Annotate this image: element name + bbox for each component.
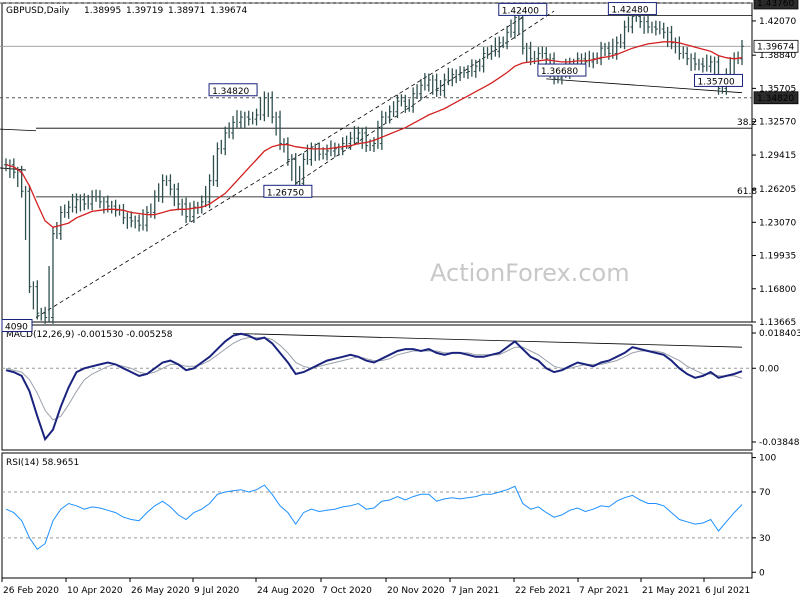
- annotation-box: [1, 318, 33, 332]
- fib-label: 61.8: [737, 187, 757, 197]
- rsi-layer: 100 70 30 0: [2, 454, 776, 578]
- x-tick-label: 26 Feb 2020: [3, 586, 59, 596]
- x-tick-label: 21 May 2021: [642, 586, 701, 596]
- support-line: [546, 78, 743, 94]
- price-annotations: 4090 1.34820 1.26750 1.42400 1.36680 1.42480 1…: [1, 2, 744, 332]
- macd-y-tick-label: -0.038483: [759, 438, 800, 448]
- x-tick-label: 7 Apr 2021: [579, 586, 629, 596]
- x-tick-label: 22 Feb 2021: [515, 586, 571, 596]
- annotation-label: 1.34820: [212, 87, 249, 97]
- trendline-dashed: [35, 17, 523, 318]
- rsi-header: RSI(14) 58.9651: [6, 458, 79, 468]
- y-tick-label: 1.19935: [759, 252, 796, 262]
- y-tick-label: 1.13665: [759, 318, 796, 328]
- rsi-line: [5, 484, 743, 551]
- macd-header: MACD(12,26,9) -0.001530 -0.005258: [6, 330, 173, 340]
- y-tick-label: 1.42070: [759, 17, 796, 27]
- y-tick-label: 1.26205: [759, 185, 796, 195]
- macd-layer: 0.018403 0.00 -0.038483: [2, 329, 800, 448]
- price-axis: 1.13665 1.16800 1.19935 1.23070 1.26205 1.294…: [752, 0, 799, 328]
- annotation-label: 1.42480: [611, 6, 648, 16]
- price-tag-label: 1.43760: [757, 0, 794, 9]
- price-tag-box: [753, 91, 799, 105]
- y-tick-label: 1.35705: [759, 84, 796, 94]
- rsi-y-tick-label: 30: [759, 534, 771, 544]
- macd-y-tick-label: 0.00: [759, 364, 779, 374]
- annotation-label: 1.36680: [541, 67, 578, 77]
- y-tick-label: 1.32570: [759, 118, 796, 128]
- annotation-label: 1.42400: [502, 6, 539, 16]
- x-tick-label: 10 Apr 2020: [67, 586, 123, 596]
- x-tick-label: 7 Oct 2020: [322, 586, 372, 596]
- symbol-header: GBPUSD,Daily: [6, 6, 70, 16]
- y-tick-label: 1.16800: [759, 285, 796, 295]
- annotation-box: [694, 73, 744, 87]
- annotation-box: [263, 184, 313, 198]
- price-tag-label: 1.39674: [757, 42, 794, 52]
- macd-line: [5, 332, 743, 442]
- x-tick-label: 26 May 2020: [131, 586, 190, 596]
- watermark: ActionForex.com: [430, 259, 630, 287]
- x-tick-label: 9 Jul 2020: [194, 586, 239, 596]
- y-tick-label: 1.38840: [759, 51, 796, 61]
- x-tick-label: 6 Jul 2021: [705, 586, 750, 596]
- ohlc-low: 1.38971: [168, 6, 205, 16]
- x-tick-label: 20 Nov 2020: [387, 586, 445, 596]
- annotation-label: 1.26750: [267, 188, 304, 198]
- early-line: [0, 128, 37, 132]
- ohlc-open: 1.38995: [84, 6, 121, 16]
- x-tick-label: 7 Jan 2021: [451, 586, 499, 596]
- rsi-panel: [1, 452, 753, 579]
- price-tag-box: [753, 0, 799, 10]
- ma-line: [5, 41, 743, 229]
- price-moving-average: [5, 41, 743, 229]
- rsi-y-tick-label: 70: [759, 488, 771, 498]
- x-axis: 26 Feb 2020 10 Apr 2020 26 May 2020 9 Jul 2…: [1, 578, 750, 596]
- annotation-box: [498, 2, 548, 16]
- price-tag-box: [753, 39, 799, 53]
- ohlc-high: 1.39719: [126, 6, 163, 16]
- annotation-box: [607, 2, 657, 16]
- y-tick-label: 1.29415: [759, 151, 796, 161]
- ohlc-close: 1.39674: [210, 6, 247, 16]
- price-tag-label: 1.34820: [757, 94, 794, 104]
- annotation-label: 4090: [5, 322, 28, 332]
- macd-trendline: [233, 332, 743, 348]
- macd-panel: [1, 324, 753, 451]
- x-tick-label: 24 Aug 2020: [257, 586, 315, 596]
- rsi-y-tick-label: 100: [759, 454, 776, 464]
- y-tick-label: 1.23070: [759, 218, 796, 228]
- rsi-y-tick-label: 0: [759, 568, 765, 578]
- fib-label: 38.2: [737, 118, 757, 128]
- price-panel: [1, 2, 753, 323]
- macd-y-tick-label: 0.018403: [759, 329, 800, 339]
- annotation-box: [537, 63, 587, 77]
- annotation-label: 1.35700: [698, 77, 735, 87]
- annotation-box: [208, 83, 258, 97]
- macd-signal-line: [5, 337, 743, 421]
